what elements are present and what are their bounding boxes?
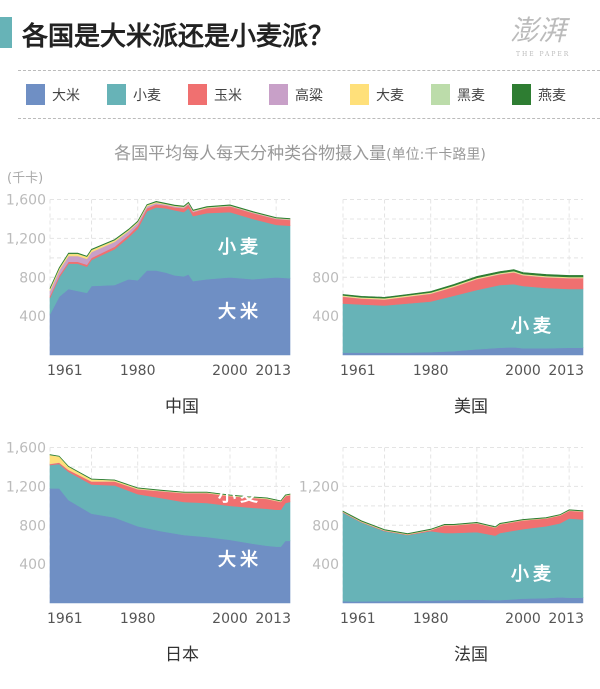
logo: 澎湃 THE PAPER [510,14,570,59]
legend-swatch [269,84,288,105]
divider [18,70,600,71]
x-tick-label: 2000 [212,363,248,379]
y-tick-label: 1,600 [6,441,46,457]
x-tick-label: 2013 [255,611,291,627]
x-tick-label: 2000 [505,363,541,379]
legend-label: 玉米 [214,87,242,104]
x-tick-label: 1980 [413,363,449,379]
legend-swatch [107,84,126,105]
legend-label: 大米 [52,87,80,104]
subtitle-text: 各国平均每人每天分种类谷物摄入量 [114,144,387,164]
country-title: 美国 [454,397,488,417]
series-annotation: 小麦 [218,484,262,506]
page-title: 各国是大米派还是小麦派？ [22,22,335,52]
y-tick-label: 800 [19,518,46,534]
legend-item: 燕麦 [512,84,593,105]
legend-label: 小麦 [133,87,161,104]
y-tick-label: 1,200 [6,231,46,247]
legend-swatch [431,84,450,105]
legend-item: 玉米 [188,84,269,105]
area-燕麦 [342,509,584,535]
legend-item: 高粱 [269,84,350,105]
y-tick-label: 400 [312,309,339,325]
legend-swatch [188,84,207,105]
legend-item: 黑麦 [431,84,512,105]
legend-swatch [26,84,45,105]
y-tick-label: 400 [312,557,339,573]
y-tick-label: 1,200 [6,479,46,495]
x-tick-label: 2013 [548,363,584,379]
x-tick-label: 2013 [255,363,291,379]
x-tick-label: 1980 [120,363,156,379]
y-axis-unit: (千卡) [7,171,44,186]
x-tick-label: 2000 [505,611,541,627]
divider [18,118,600,119]
country-title: 中国 [165,397,199,417]
series-annotation: 小麦 [218,236,262,258]
y-tick-label: 400 [19,557,46,573]
subtitle-unit: (单位:千卡路里) [386,147,486,163]
y-tick-label: 1,200 [299,479,339,495]
legend-swatch [512,84,531,105]
country-title: 日本 [165,645,199,665]
legend-swatch [350,84,369,105]
legend-label: 高粱 [295,87,323,104]
series-annotation: 大米 [218,300,262,322]
logo-subtext: THE PAPER [516,51,571,58]
x-tick-label: 1961 [47,363,83,379]
x-tick-label: 1961 [340,363,376,379]
title-accent-bar [0,17,12,48]
x-tick-label: 1961 [340,611,376,627]
x-tick-label: 2000 [212,611,248,627]
area-燕麦 [49,200,291,289]
area-燕麦 [342,269,584,299]
country-title: 法国 [454,645,488,665]
x-tick-label: 1961 [47,611,83,627]
legend-item: 小麦 [107,84,188,105]
series-annotation: 小麦 [511,315,555,337]
series-annotation: 小麦 [511,563,555,585]
y-tick-label: 400 [19,309,46,325]
y-tick-label: 1,600 [6,193,46,209]
chart-subtitle: 各国平均每人每天分种类谷物摄入量(单位:千卡路里) [0,139,600,164]
area-燕麦 [49,454,291,502]
y-tick-label: 800 [312,270,339,286]
y-tick-label: 800 [19,270,46,286]
series-annotation: 大米 [218,548,262,570]
x-tick-label: 1980 [120,611,156,627]
legend-label: 燕麦 [538,87,566,104]
logo-text: 澎湃 [510,14,567,47]
legend-label: 大麦 [376,87,404,104]
x-tick-label: 2013 [548,611,584,627]
legend-item: 大麦 [350,84,431,105]
x-tick-label: 1980 [413,611,449,627]
legend: 大米 小麦 玉米 高粱 大麦 黑麦 燕麦 [26,84,593,105]
legend-label: 黑麦 [457,87,485,104]
y-tick-label: 800 [312,518,339,534]
legend-item: 大米 [26,84,107,105]
